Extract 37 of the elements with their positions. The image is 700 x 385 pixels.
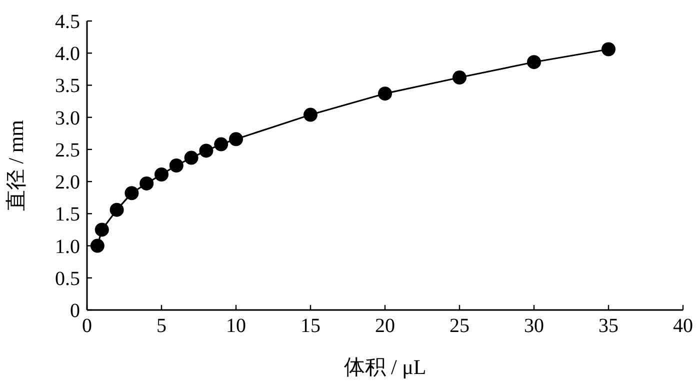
- xtick: 10: [226, 315, 246, 337]
- ytick: 2.5: [55, 139, 80, 162]
- point: [154, 167, 168, 182]
- xtick: 40: [673, 315, 693, 337]
- ytick: 1.0: [55, 236, 80, 258]
- point: [124, 186, 139, 200]
- ytick: 2.0: [55, 172, 80, 194]
- ytick: 1.5: [55, 204, 80, 226]
- xtick: 25: [450, 315, 470, 337]
- point: [199, 144, 214, 158]
- point: [110, 202, 124, 217]
- xtick: 15: [300, 315, 320, 337]
- point: [94, 222, 109, 237]
- point: [527, 55, 541, 70]
- xtick: 35: [598, 315, 618, 337]
- xtick: 5: [156, 315, 166, 337]
- point: [184, 150, 198, 165]
- xtick: 20: [375, 315, 395, 337]
- point: [90, 238, 104, 253]
- point: [304, 108, 318, 122]
- ytick: 4.5: [55, 11, 80, 33]
- point: [169, 158, 184, 172]
- xtick: 0: [82, 315, 92, 337]
- xtick: 30: [524, 315, 544, 337]
- point: [452, 70, 466, 85]
- point: [378, 86, 392, 101]
- point: [229, 132, 243, 146]
- point: [140, 176, 154, 190]
- point: [214, 137, 228, 152]
- ytick: 3.5: [55, 75, 80, 98]
- ytick: 0.5: [55, 268, 80, 290]
- ytick: 4.0: [55, 43, 80, 66]
- xlabel: 体积 / μL: [344, 355, 426, 379]
- ytick: 0: [70, 300, 80, 322]
- ytick: 3.0: [55, 107, 80, 130]
- point: [602, 42, 616, 56]
- ylabel: 直径 / mm: [4, 120, 28, 211]
